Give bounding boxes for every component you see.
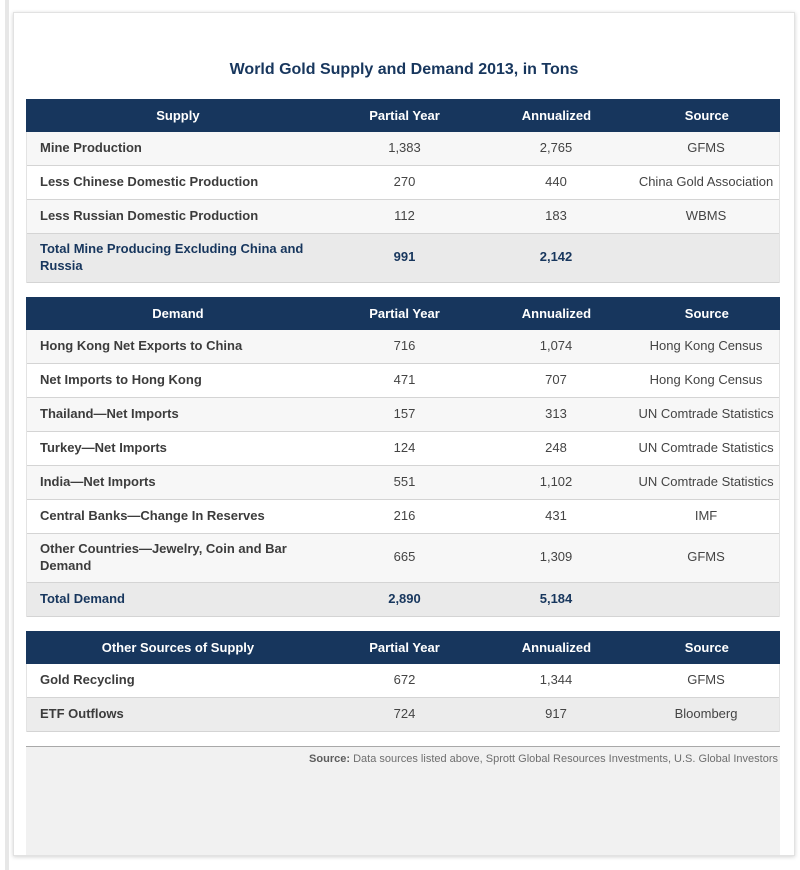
cell-source: UN Comtrade Statistics <box>638 439 774 455</box>
cell-partial: 716 <box>393 337 416 353</box>
table-header-other-sources-of-supply: Other Sources of Supply Partial Year Annua… <box>26 630 780 664</box>
cell-partial: 471 <box>393 371 416 387</box>
table-row: Net Imports to Hong Kong 471 707 Hong Kong … <box>27 363 779 398</box>
table-header-demand: Demand Partial Year Annualized Source <box>26 296 780 330</box>
cell-partial: 724 <box>393 705 416 721</box>
cell-label: Total Mine Producing Excluding China and… <box>40 241 304 273</box>
column-header: Annualized <box>521 108 592 123</box>
table-row: Less Chinese Domestic Production 270 440 Ch… <box>27 166 779 200</box>
cell-annualized: 440 <box>545 174 567 190</box>
table-row: Less Russian Domestic Production 112 183 WB… <box>27 200 779 234</box>
table-row: India—Net Imports 551 1,102 UN Comtrade Sta… <box>27 465 779 500</box>
cell-annualized: 2,765 <box>539 140 573 156</box>
source-footer-text: Data sources listed above, Sprott Global… <box>350 752 778 765</box>
page-title: World Gold Supply and Demand 2013, in To… <box>229 61 579 78</box>
source-footer-label: Source: <box>309 752 351 765</box>
cell-label: Turkey—Net Imports <box>40 439 167 455</box>
cell-label: Net Imports to Hong Kong <box>40 371 202 387</box>
cell-partial: 270 <box>393 174 416 190</box>
cell-partial: 216 <box>393 507 416 523</box>
cell-source: GFMS <box>687 549 725 565</box>
table-body: Gold Recycling 672 1,344 GFMS ETF Outflows 72… <box>26 663 780 732</box>
column-header: Source <box>684 639 729 655</box>
cell-label: Hong Kong Net Exports to China <box>40 337 243 353</box>
column-header: Annualized <box>521 305 592 321</box>
table-supply: Supply Partial Year Annualized Source Mine P… <box>26 99 780 283</box>
table-row: Other Countries—Jewelry, Coin and Bar De… <box>27 533 779 583</box>
cell-annualized: 5,184 <box>539 590 573 606</box>
tables-host: Supply Partial Year Annualized Source Mine P… <box>14 99 794 746</box>
cell-source: WBMS <box>685 208 727 224</box>
cell-label: Mine Production <box>40 140 142 156</box>
column-header: Partial Year <box>369 639 440 655</box>
cell-label: India—Net Imports <box>40 473 156 489</box>
column-header: Source <box>684 108 729 123</box>
cell-partial: 2,890 <box>388 590 421 606</box>
cell-annualized: 248 <box>545 439 567 455</box>
column-header: Supply <box>156 108 200 123</box>
column-header: Other Sources of Supply <box>101 639 255 655</box>
cell-source: GFMS <box>687 140 725 156</box>
cell-partial: 124 <box>393 439 416 455</box>
cell-partial: 112 <box>394 208 415 224</box>
total-row: Total Demand 2,890 5,184 <box>27 582 779 617</box>
cell-partial: 157 <box>393 405 416 421</box>
table-row: ETF Outflows 724 917 Bloomberg <box>27 697 779 732</box>
cell-source <box>633 251 779 265</box>
source-footer: Source: Data sources listed above, Sprot… <box>26 745 780 855</box>
cell-label: Other Countries—Jewelry, Coin and Bar De… <box>40 540 287 573</box>
cell-source: Hong Kong Census <box>649 337 763 353</box>
cell-partial: 665 <box>393 549 416 565</box>
cell-label: Total Demand <box>40 590 125 606</box>
cell-partial: 1,383 <box>388 140 421 156</box>
cell-label: Thailand—Net Imports <box>40 405 179 421</box>
total-row: Total Mine Producing Excluding China and… <box>27 234 779 283</box>
cell-annualized: 707 <box>545 371 567 387</box>
table-row: Hong Kong Net Exports to China 716 1,074 Ho… <box>27 329 779 364</box>
cell-partial: 991 <box>393 249 416 265</box>
column-header: Source <box>684 305 729 321</box>
cell-label: Less Chinese Domestic Production <box>40 174 259 190</box>
table-body: Mine Production 1,383 2,765 GFMS Less Chines… <box>26 132 780 283</box>
cell-annualized: 2,142 <box>539 249 573 265</box>
cell-label: Gold Recycling <box>40 671 135 687</box>
table-header-supply: Supply Partial Year Annualized Source <box>26 99 780 132</box>
column-header: Demand <box>152 305 204 321</box>
cell-source: IMF <box>694 507 718 523</box>
column-header: Partial Year <box>369 108 440 123</box>
cell-source: China Gold Association <box>638 174 774 190</box>
cell-annualized: 183 <box>545 208 567 224</box>
report-card: World Gold Supply and Demand 2013, in To… <box>13 12 795 856</box>
table-row: Central Banks—Change In Reserves 216 431 IM… <box>27 499 779 534</box>
cell-label: Less Russian Domestic Production <box>40 208 259 224</box>
cell-annualized: 1,344 <box>539 671 573 687</box>
cell-source: UN Comtrade Statistics <box>638 405 774 421</box>
column-header: Partial Year <box>369 305 440 321</box>
table-other-sources-of-supply: Other Sources of Supply Partial Year Annua… <box>26 630 780 732</box>
cell-annualized: 1,074 <box>539 337 573 353</box>
left-edge-strip <box>5 0 9 870</box>
cell-source: UN Comtrade Statistics <box>638 473 774 489</box>
cell-label: Central Banks—Change In Reserves <box>40 507 265 523</box>
cell-annualized: 917 <box>545 705 567 721</box>
table-body: Hong Kong Net Exports to China 716 1,074 Ho… <box>26 329 780 617</box>
cell-annualized: 313 <box>545 405 567 421</box>
cell-partial: 551 <box>393 473 416 489</box>
table-row: Thailand—Net Imports 157 313 UN Comtrade St… <box>27 397 779 432</box>
cell-source: Hong Kong Census <box>649 371 763 387</box>
cell-source: Bloomberg <box>674 705 738 721</box>
column-header: Annualized <box>521 639 592 655</box>
cell-source: GFMS <box>687 671 725 687</box>
table-demand: Demand Partial Year Annualized Source Hong K… <box>26 296 780 617</box>
cell-label: ETF Outflows <box>40 705 124 721</box>
cell-annualized: 1,309 <box>539 549 573 565</box>
table-row: Turkey—Net Imports 124 248 UN Comtrade Stat… <box>27 431 779 466</box>
cell-annualized: 431 <box>545 507 567 523</box>
cell-source <box>633 592 779 606</box>
table-row: Gold Recycling 672 1,344 GFMS <box>27 663 779 698</box>
table-row: Mine Production 1,383 2,765 GFMS <box>27 132 779 166</box>
cell-annualized: 1,102 <box>539 473 573 489</box>
cell-partial: 672 <box>393 671 416 687</box>
